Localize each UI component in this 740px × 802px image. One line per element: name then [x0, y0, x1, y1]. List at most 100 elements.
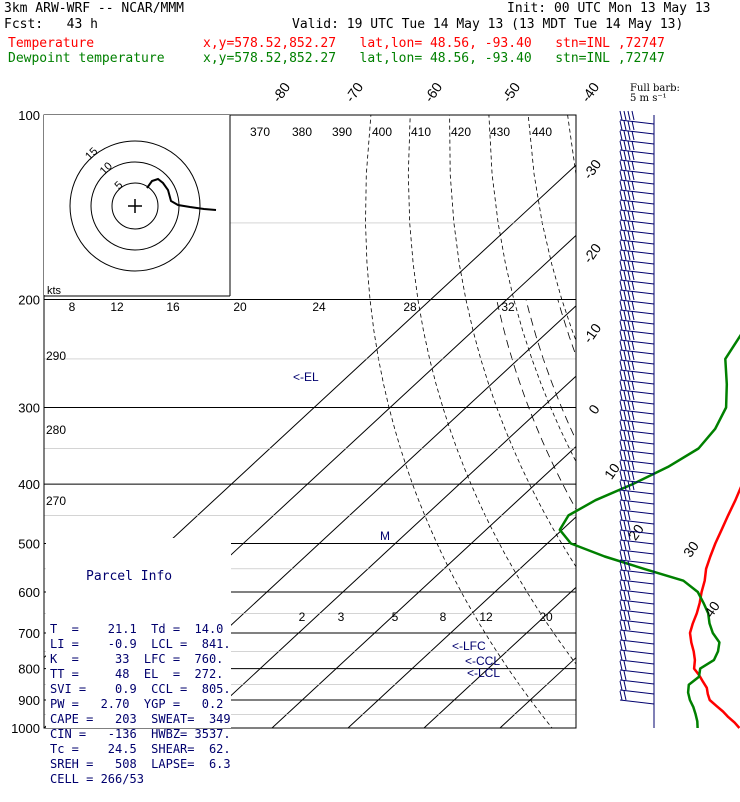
wind-barb-feather	[619, 630, 623, 641]
wind-barb-feather	[623, 170, 627, 181]
wind-barb-feather	[623, 600, 627, 611]
wind-barb-shaft	[619, 189, 655, 195]
pressure-tick-label: 200	[18, 293, 40, 308]
wind-barb	[619, 140, 655, 155]
wind-barb-feather	[619, 480, 623, 491]
hodograph-background	[44, 115, 230, 295]
wind-barb-feather	[623, 180, 627, 191]
wind-barb-feather	[619, 440, 623, 451]
wind-barb-feather	[619, 310, 623, 321]
wind-barb	[619, 620, 655, 635]
wind-barb-feather	[631, 130, 635, 141]
wind-barb-shaft	[619, 619, 655, 625]
level-annotation: M	[380, 529, 390, 543]
wind-barb-feather	[627, 250, 631, 261]
isotherm-label: -30	[580, 156, 605, 182]
wind-barb	[619, 210, 655, 225]
isotherm-label: 30	[680, 538, 702, 560]
wind-barb-shaft	[619, 159, 655, 165]
dry-adiabat	[725, 115, 740, 740]
wind-barb-shaft	[619, 119, 655, 125]
pressure-tick-label: 800	[18, 662, 40, 677]
theta-e-label: 440	[532, 125, 552, 139]
pressure-tick-label: 400	[18, 477, 40, 492]
wind-barb-feather	[623, 440, 627, 451]
wind-barb-shaft	[619, 339, 655, 345]
wind-barb-feather	[619, 170, 623, 181]
wind-barb-feather	[623, 510, 627, 521]
wind-barb	[619, 280, 655, 295]
theta-e-label: 380	[292, 125, 312, 139]
dry-adiabat	[449, 115, 576, 568]
wind-barb	[619, 570, 655, 585]
wind-barb-feather	[627, 580, 631, 591]
dewpoint-station-info: x,y=578.52,852.27 lat,lon= 48.56, -93.40…	[203, 51, 665, 66]
dry-adiabat	[686, 115, 740, 740]
dry-adiabat	[407, 115, 576, 665]
wind-barb-feather	[619, 320, 623, 331]
moist-adiabat	[593, 300, 740, 729]
wind-barb-feather	[619, 380, 623, 391]
hodo-speed-label: 32	[501, 300, 515, 314]
plot-border	[43, 114, 577, 729]
theta-e-label: 420	[451, 125, 471, 139]
wind-barb-feather	[619, 670, 623, 681]
mixing-ratio-label: 20	[539, 610, 553, 624]
wind-barb-feather	[619, 340, 623, 351]
wind-barb-feather	[619, 250, 623, 261]
wind-barb-feather	[627, 240, 631, 251]
wind-barb-feather	[623, 590, 627, 601]
wind-barb	[619, 400, 655, 415]
theta-label: 290	[46, 349, 66, 363]
wind-barb-feather	[631, 440, 635, 451]
wind-barb	[619, 160, 655, 175]
wind-barb-feather	[619, 360, 623, 371]
wind-barb	[619, 300, 655, 315]
wind-barb-feather	[619, 130, 623, 141]
wind-barb-feather	[619, 240, 623, 251]
wind-barb-shaft	[619, 569, 655, 575]
isotherm-label: 0	[585, 401, 603, 417]
wind-barb-feather	[627, 570, 631, 581]
wind-barb-feather	[627, 400, 631, 411]
wind-barb-feather	[623, 520, 627, 531]
wind-barb	[619, 220, 655, 235]
wind-barb-feather	[627, 210, 631, 221]
wind-barbs	[619, 110, 655, 728]
parcel-info-row: T = 21.1 Td = 14.0	[50, 622, 224, 636]
wind-barb	[619, 520, 655, 535]
wind-barb-feather	[631, 210, 635, 221]
level-annotation: <-CCL	[465, 654, 500, 668]
wind-barb-shaft	[619, 219, 655, 225]
wind-barb-feather	[623, 130, 627, 141]
wind-barb-feather	[627, 220, 631, 231]
hodograph-ring	[69, 140, 201, 272]
wind-barb-feather	[631, 120, 635, 131]
wind-barb-feather	[631, 360, 635, 371]
parcel-info-row: K = 33 LFC = 760.	[50, 652, 224, 666]
wind-barb	[619, 190, 655, 205]
wind-barb-shaft	[619, 459, 655, 465]
wind-barb-feather	[627, 260, 631, 271]
wind-barb-feather	[623, 640, 627, 651]
wind-barb-shaft	[619, 519, 655, 525]
wind-barb-feather	[619, 450, 623, 461]
wind-barb-feather	[619, 180, 623, 191]
wind-barb	[619, 360, 655, 375]
wind-barb-feather	[631, 110, 635, 121]
wind-barb-feather	[631, 170, 635, 181]
wind-barb-feather	[627, 280, 631, 291]
wind-barb	[619, 500, 655, 515]
forecast-hour: Fcst: 43 h	[4, 17, 98, 32]
wind-barb-feather	[631, 240, 635, 251]
wind-barb	[619, 250, 655, 265]
wind-barb-feather	[619, 490, 623, 501]
wind-barb-feather	[623, 270, 627, 281]
wind-barb-feather	[631, 230, 635, 241]
wind-barb-shaft	[619, 309, 655, 315]
wind-barb-feather	[619, 150, 623, 161]
wind-barb-feather	[631, 280, 635, 291]
wind-barb-feather	[619, 690, 623, 701]
wind-barb-feather	[623, 530, 627, 541]
wind-barb-feather	[623, 450, 627, 461]
